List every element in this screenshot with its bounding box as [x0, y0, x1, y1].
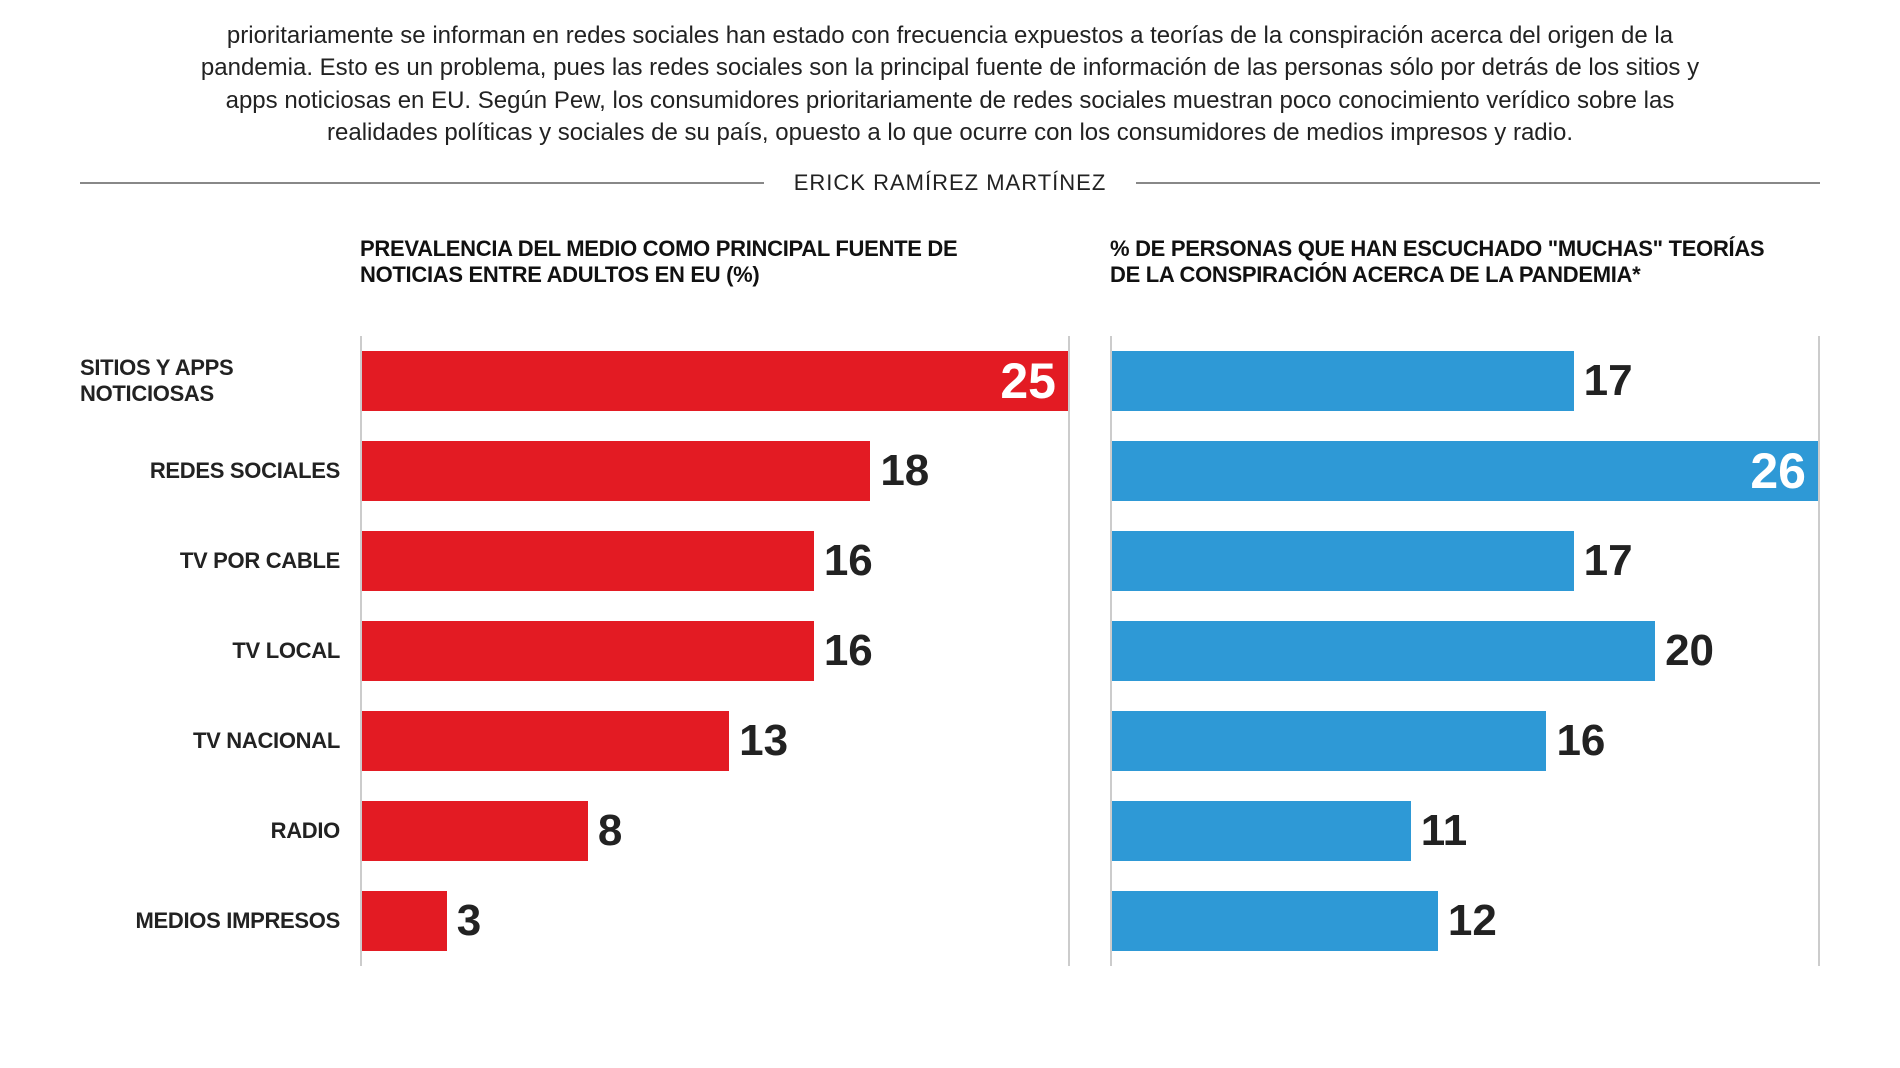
row-label: TV POR CABLE — [80, 516, 360, 606]
bar — [1112, 441, 1818, 501]
bar — [362, 351, 1068, 411]
bar-value: 16 — [814, 539, 873, 583]
row-label: TV LOCAL — [80, 606, 360, 696]
bar-row: 8 — [362, 786, 1068, 876]
bar — [1112, 531, 1574, 591]
bar-row: 16 — [1112, 696, 1818, 786]
bar-value: 25 — [1000, 356, 1056, 406]
chart-area: SITIOS Y APPS NOTICIOSAS REDES SOCIALES … — [80, 236, 1820, 966]
left-bars: 25 18 16 16 13 8 3 — [360, 336, 1070, 966]
bar — [1112, 801, 1411, 861]
bar-value: 13 — [729, 719, 788, 763]
bar-row: 25 — [362, 336, 1068, 426]
bar-value: 18 — [870, 449, 929, 493]
bar-row: 12 — [1112, 876, 1818, 966]
left-chart-title: PREVALENCIA DEL MEDIO COMO PRINCIPAL FUE… — [360, 236, 1070, 336]
bar-row: 11 — [1112, 786, 1818, 876]
bar-value: 3 — [447, 899, 481, 943]
bar-row: 20 — [1112, 606, 1818, 696]
author-name: ERICK RAMÍREZ MARTÍNEZ — [764, 170, 1137, 196]
bar-value: 8 — [588, 809, 622, 853]
bar — [362, 801, 588, 861]
bar — [1112, 711, 1546, 771]
left-chart-column: PREVALENCIA DEL MEDIO COMO PRINCIPAL FUE… — [360, 236, 1070, 966]
bar-row: 18 — [362, 426, 1068, 516]
row-label: SITIOS Y APPS NOTICIOSAS — [80, 336, 360, 426]
bar-value: 12 — [1438, 899, 1497, 943]
bar-row: 16 — [362, 606, 1068, 696]
rule-left — [80, 182, 764, 184]
y-axis-labels: SITIOS Y APPS NOTICIOSAS REDES SOCIALES … — [80, 236, 360, 966]
bar — [362, 441, 870, 501]
bar — [362, 891, 447, 951]
bar — [1112, 891, 1438, 951]
bar — [362, 711, 729, 771]
bar-row: 13 — [362, 696, 1068, 786]
intro-text: prioritariamente se informan en redes so… — [200, 20, 1700, 150]
bar-row: 26 — [1112, 426, 1818, 516]
bar-value: 20 — [1655, 629, 1714, 673]
bar — [1112, 621, 1655, 681]
bar-row: 16 — [362, 516, 1068, 606]
bar-value: 17 — [1574, 539, 1633, 583]
bar — [362, 531, 814, 591]
row-label: TV NACIONAL — [80, 696, 360, 786]
bar-value: 16 — [814, 629, 873, 673]
bar-row: 17 — [1112, 336, 1818, 426]
row-label: MEDIOS IMPRESOS — [80, 876, 360, 966]
bar-value: 11 — [1411, 809, 1468, 853]
right-bars: 17 26 17 20 16 11 12 — [1110, 336, 1820, 966]
right-chart-title: % DE PERSONAS QUE HAN ESCUCHADO "MUCHAS"… — [1110, 236, 1820, 336]
rule-right — [1136, 182, 1820, 184]
author-row: ERICK RAMÍREZ MARTÍNEZ — [80, 170, 1820, 196]
right-chart-column: % DE PERSONAS QUE HAN ESCUCHADO "MUCHAS"… — [1110, 236, 1820, 966]
bar — [362, 621, 814, 681]
bar-value: 17 — [1574, 359, 1633, 403]
row-label: RADIO — [80, 786, 360, 876]
bar-row: 17 — [1112, 516, 1818, 606]
bar-row: 3 — [362, 876, 1068, 966]
bar-value: 26 — [1750, 446, 1806, 496]
bar-value: 16 — [1546, 719, 1605, 763]
row-label: REDES SOCIALES — [80, 426, 360, 516]
bar — [1112, 351, 1574, 411]
